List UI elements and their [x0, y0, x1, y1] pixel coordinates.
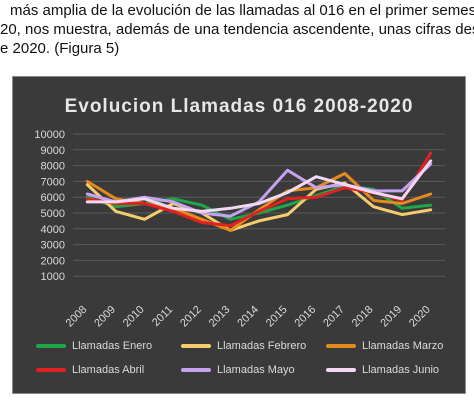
legend-label: Llamadas Enero: [72, 340, 153, 352]
line-chart: Evolucion Llamadas 016 2008-2020 1000 2000…: [34, 96, 445, 330]
x-tick-label: 2019: [378, 304, 404, 330]
legend-swatch: [326, 344, 356, 348]
chart-title: Evolucion Llamadas 016 2008-2020: [65, 96, 414, 117]
legend-label: Llamadas Marzo: [362, 340, 444, 352]
x-tick-label: 2016: [293, 304, 319, 330]
document-line-2: 20, nos muestra, además de una tendencia…: [0, 21, 474, 38]
y-tick-label: 10000: [34, 129, 65, 141]
legend-item: Llamadas Febrero: [181, 340, 306, 352]
series-line-6: [85, 159, 433, 213]
legend-item: Llamadas Enero: [36, 340, 152, 352]
series-line-2: [85, 181, 433, 232]
y-tick-label: 2000: [41, 255, 65, 267]
x-tick-label: 2008: [64, 304, 90, 330]
document-line-1: más amplia de la evolución de las llamad…: [10, 2, 474, 19]
legend-swatch: [181, 368, 211, 372]
legend-swatch: [36, 368, 66, 372]
legend-label: Llamadas Febrero: [217, 340, 307, 352]
legend-label: Llamadas Junio: [362, 364, 440, 376]
legend-label: Llamadas Abril: [72, 364, 145, 376]
legend-item: Llamadas Abril: [36, 364, 144, 376]
chart-legend: Llamadas Enero Llamadas Febrero Llamadas M…: [36, 338, 456, 394]
x-tick-label: 2010: [121, 304, 147, 330]
legend-swatch: [326, 368, 356, 372]
y-tick-label: 8000: [41, 161, 65, 173]
y-tick-label: 9000: [41, 145, 65, 157]
y-tick-label: 7000: [41, 176, 65, 188]
x-tick-label: 2013: [207, 304, 233, 330]
document-line-3: e 2020. (Figura 5): [0, 40, 120, 57]
legend-swatch: [36, 344, 66, 348]
x-tick-label: 2018: [350, 304, 376, 330]
x-tick-label: 2017: [321, 304, 347, 330]
y-tick-label: 6000: [41, 192, 65, 204]
y-tick-label: 1000: [41, 271, 65, 283]
x-tick-label: 2012: [178, 304, 204, 330]
document-text: más amplia de la evolución de las llamad…: [0, 0, 474, 58]
legend-item: Llamadas Mayo: [181, 364, 295, 376]
y-tick-label: 4000: [41, 224, 65, 236]
y-tick-label: 3000: [41, 240, 65, 252]
legend-label: Llamadas Mayo: [217, 364, 295, 376]
x-tick-label: 2009: [92, 304, 118, 330]
x-tick-label: 2015: [264, 304, 290, 330]
chart-panel: Evolucion Llamadas 016 2008-2020 1000 2000…: [12, 76, 466, 394]
x-tick-label: 2014: [235, 304, 261, 330]
series-line-4: [85, 151, 433, 228]
legend-item: Llamadas Junio: [326, 364, 439, 376]
x-tick-label: 2020: [407, 304, 433, 330]
x-tick-label: 2011: [150, 304, 175, 329]
legend-swatch: [181, 344, 211, 348]
legend-item: Llamadas Marzo: [326, 340, 443, 352]
y-tick-label: 5000: [41, 208, 65, 220]
